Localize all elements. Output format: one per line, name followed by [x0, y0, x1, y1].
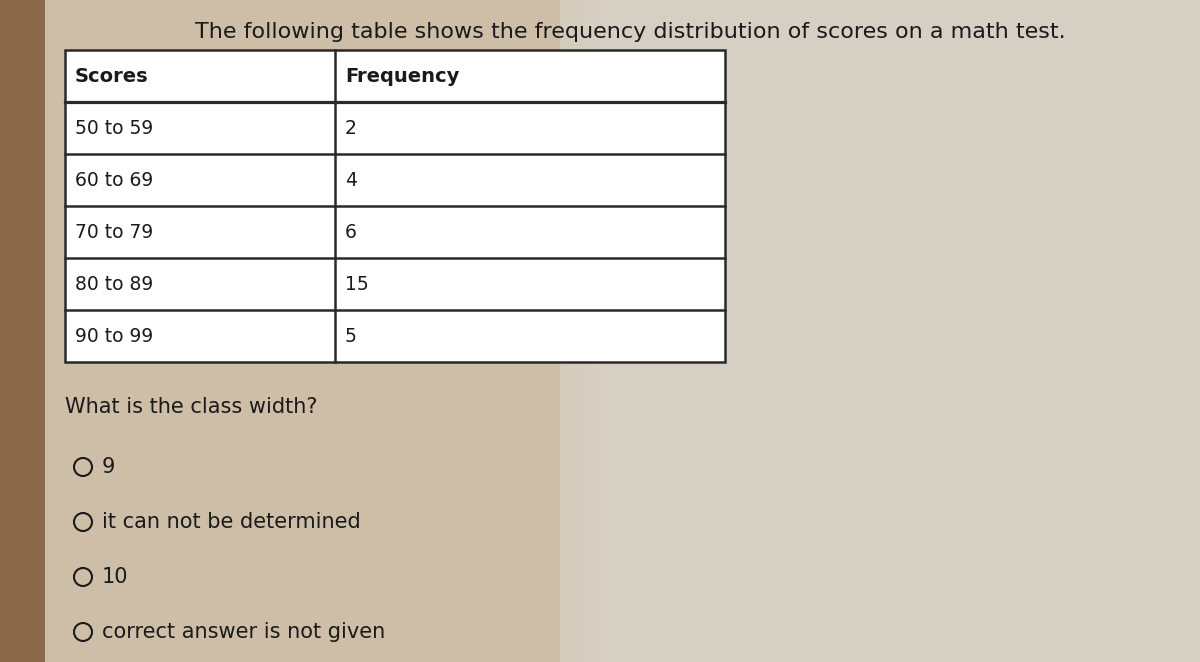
Bar	[557, 0, 558, 662]
Bar	[595, 0, 598, 662]
Bar	[574, 0, 575, 662]
Bar	[540, 0, 542, 662]
Bar	[546, 0, 548, 662]
Bar	[592, 0, 593, 662]
Bar	[571, 0, 574, 662]
Bar	[558, 0, 560, 662]
Text: 15: 15	[346, 275, 368, 293]
Bar	[586, 0, 587, 662]
Bar	[563, 0, 564, 662]
Text: 4: 4	[346, 171, 358, 189]
Text: 10: 10	[102, 567, 128, 587]
Bar	[575, 0, 576, 662]
Bar	[560, 0, 1200, 662]
Bar	[559, 0, 562, 662]
Bar	[580, 0, 581, 662]
Bar	[545, 0, 546, 662]
Bar	[547, 0, 550, 662]
Bar	[550, 0, 551, 662]
Text: 6: 6	[346, 222, 356, 242]
Bar	[594, 0, 596, 662]
Bar	[553, 0, 556, 662]
Text: Scores: Scores	[74, 66, 149, 85]
Bar	[541, 0, 544, 662]
Bar	[599, 0, 600, 662]
Text: 2: 2	[346, 118, 356, 138]
Text: Frequency: Frequency	[346, 66, 460, 85]
Text: What is the class width?: What is the class width?	[65, 397, 318, 417]
Bar	[583, 0, 586, 662]
Bar	[577, 0, 580, 662]
Bar	[564, 0, 566, 662]
Bar	[570, 0, 572, 662]
Bar	[565, 0, 568, 662]
Bar	[581, 0, 582, 662]
Text: 50 to 59: 50 to 59	[74, 118, 154, 138]
Bar	[65, 50, 725, 362]
Bar	[554, 0, 557, 662]
Bar	[0, 0, 46, 662]
Text: 90 to 99: 90 to 99	[74, 326, 154, 346]
Bar	[562, 0, 563, 662]
Bar	[0, 0, 560, 662]
Bar	[568, 0, 569, 662]
Bar	[576, 0, 578, 662]
Bar	[65, 50, 725, 362]
Text: correct answer is not given: correct answer is not given	[102, 622, 385, 642]
Bar	[552, 0, 554, 662]
Text: 60 to 69: 60 to 69	[74, 171, 154, 189]
Text: 70 to 79: 70 to 79	[74, 222, 154, 242]
Text: The following table shows the frequency distribution of scores on a math test.: The following table shows the frequency …	[194, 22, 1066, 42]
Bar	[582, 0, 584, 662]
Bar	[589, 0, 592, 662]
Bar	[569, 0, 570, 662]
Bar	[593, 0, 594, 662]
Text: 5: 5	[346, 326, 356, 346]
Bar	[598, 0, 599, 662]
Text: 80 to 89: 80 to 89	[74, 275, 154, 293]
Text: 9: 9	[102, 457, 115, 477]
Text: it can not be determined: it can not be determined	[102, 512, 361, 532]
Bar	[587, 0, 588, 662]
Bar	[588, 0, 590, 662]
Bar	[551, 0, 552, 662]
Bar	[542, 0, 545, 662]
